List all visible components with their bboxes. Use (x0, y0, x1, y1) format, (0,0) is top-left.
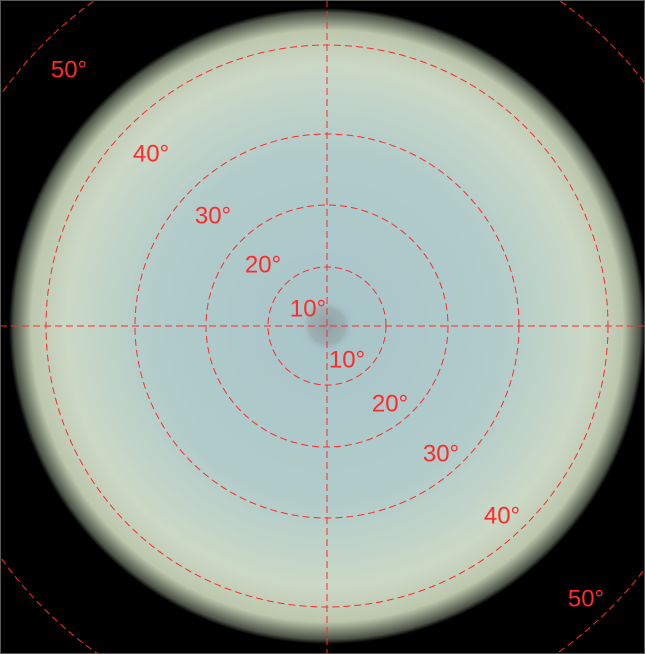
ring-5-label-lower: 50° (568, 585, 604, 612)
ring-2-label-upper: 20° (245, 251, 281, 278)
ring-1-label-upper: 10° (290, 295, 326, 322)
ring-3-label-lower: 30° (423, 440, 459, 467)
ring-1-label-lower: 10° (329, 346, 365, 373)
ring-4-label-upper: 40° (133, 140, 169, 167)
ring-5-label-upper: 50° (51, 56, 87, 83)
angle-labels: 10°10° 20° 20° 30° 30° 40° 40° 50° 50° (51, 56, 604, 612)
ring-4-label-lower: 40° (484, 502, 520, 529)
ring-3-label-upper: 30° (195, 202, 231, 229)
ring-2-label-lower: 20° (372, 390, 408, 417)
